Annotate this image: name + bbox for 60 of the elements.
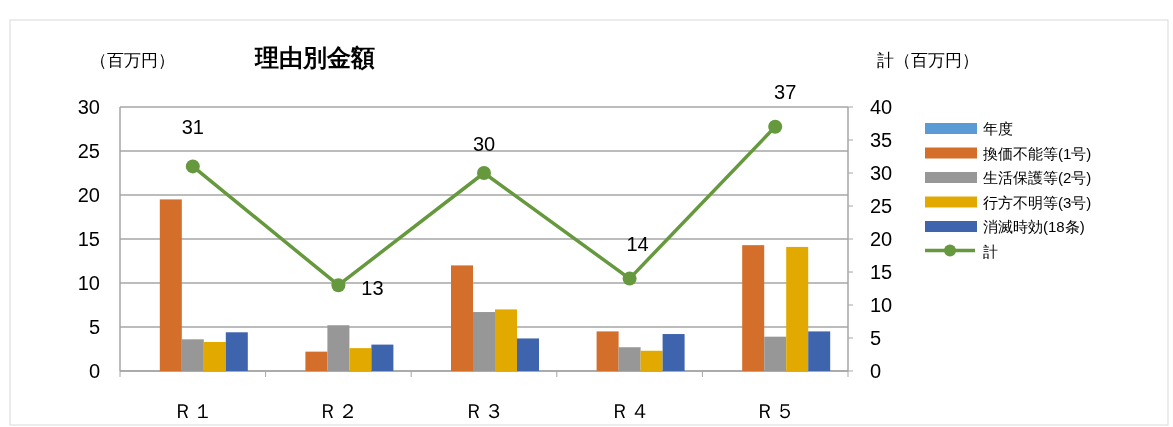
bar — [517, 338, 539, 371]
bar — [159, 199, 182, 371]
legend-label: 年度 — [983, 120, 1013, 137]
y2-tick-label: 15 — [870, 261, 893, 283]
y-tick-label: 0 — [88, 360, 100, 382]
bar — [662, 334, 685, 371]
chart-title: 理由別金額 — [254, 44, 375, 71]
bar — [327, 325, 350, 371]
y-tick-label: 15 — [77, 228, 100, 250]
y2-axis-title: 計（百万円） — [877, 51, 979, 70]
data-label: 31 — [181, 116, 204, 139]
y2-tick-label: 35 — [870, 129, 893, 151]
legend-label: 計 — [983, 242, 998, 260]
bar — [349, 348, 372, 371]
point — [185, 159, 200, 174]
x-tick-label: Ｒ５ — [755, 400, 796, 422]
bar — [764, 336, 787, 371]
y2-tick-label: 10 — [870, 294, 893, 316]
x-tick-label: Ｒ４ — [609, 400, 650, 422]
data-label: 14 — [626, 232, 649, 255]
y2-tick-label: 0 — [870, 360, 882, 382]
y2-tick-label: 40 — [870, 96, 893, 118]
y-axis-title: （百万円） — [89, 51, 175, 70]
point — [331, 278, 346, 293]
y2-tick-label: 5 — [870, 327, 882, 349]
bar — [596, 331, 619, 371]
bar — [225, 332, 248, 371]
point — [622, 271, 637, 286]
y-tick-label: 25 — [77, 140, 100, 162]
bar — [640, 350, 663, 371]
legend-label: 消滅時効(18条) — [983, 218, 1085, 235]
bar — [495, 309, 517, 371]
bar — [786, 246, 809, 371]
legend-label: 行方不明等(3号) — [983, 193, 1092, 211]
bar — [742, 245, 765, 371]
bar — [371, 344, 394, 371]
bar — [305, 351, 328, 371]
x-tick-label: Ｒ３ — [464, 400, 504, 422]
y-tick-label: 30 — [77, 96, 100, 118]
y-tick-label: 5 — [88, 316, 100, 338]
point — [477, 166, 491, 180]
bar — [181, 339, 204, 371]
data-label: 37 — [774, 80, 797, 103]
y2-tick-label: 25 — [870, 195, 893, 217]
y-tick-label: 10 — [77, 272, 100, 294]
point — [768, 119, 783, 134]
y-tick-label: 20 — [77, 184, 100, 206]
y2-tick-label: 20 — [870, 228, 893, 250]
x-tick-label: Ｒ２ — [318, 400, 359, 422]
x-tick-label: Ｒ１ — [172, 400, 213, 422]
y2-tick-label: 30 — [870, 162, 893, 184]
bar — [618, 347, 641, 371]
data-label: 13 — [361, 277, 384, 300]
data-label: 30 — [472, 133, 496, 155]
legend-label: 換価不能等(1号) — [983, 144, 1092, 162]
bar — [451, 265, 473, 371]
bar — [203, 341, 226, 371]
bar — [808, 331, 831, 371]
legend-label: 生活保護等(2号) — [983, 169, 1092, 186]
bar — [473, 312, 495, 371]
